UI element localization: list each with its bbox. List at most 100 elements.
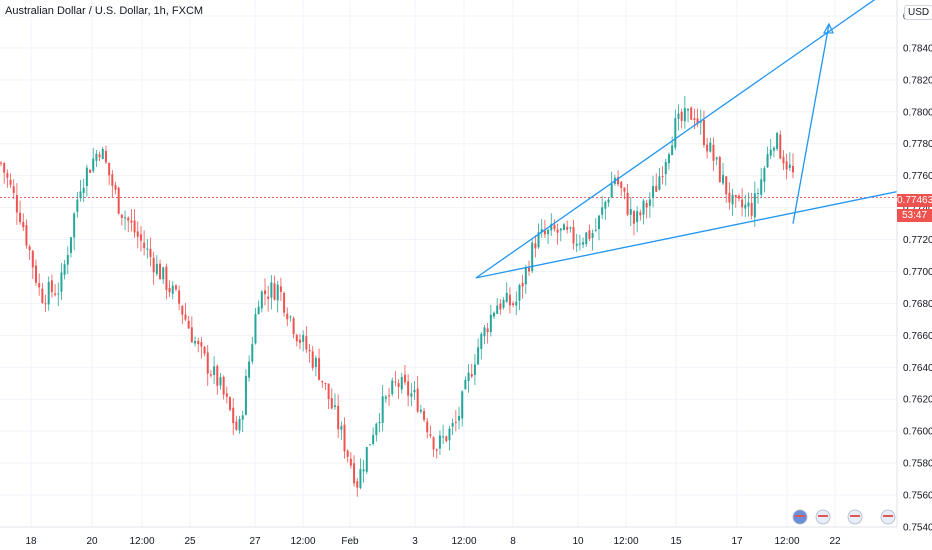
candle [639, 209, 642, 221]
trendlines-layer[interactable] [475, 0, 898, 279]
candle [779, 130, 782, 160]
candle-body [104, 150, 107, 163]
candle-body [159, 263, 162, 280]
candle-body [782, 156, 785, 164]
candle [438, 430, 441, 456]
economic-event-icon[interactable] [815, 509, 831, 525]
candle [712, 137, 715, 172]
price-axis[interactable]: 0.786000.784000.782000.780000.778000.776… [896, 0, 932, 534]
candle-body [324, 383, 327, 385]
candle [302, 330, 305, 352]
candle-body [149, 248, 152, 258]
candle [699, 109, 702, 135]
trendline-lower[interactable] [475, 190, 898, 279]
trendline-projection[interactable] [792, 23, 830, 224]
candle [597, 214, 600, 241]
candle [782, 150, 785, 171]
candle [753, 181, 756, 227]
candle-body [741, 199, 744, 208]
time-tick-label: 3 [412, 536, 418, 547]
candle-body [143, 242, 146, 249]
candle [168, 280, 171, 298]
candle [652, 175, 655, 208]
time-axis[interactable]: 18 20 12:00 25 27 12:00 Feb 3 12:00 8 10 12:00 15 17 1… [0, 526, 897, 547]
candle [419, 404, 422, 414]
candle-body [333, 405, 336, 407]
candle [139, 226, 142, 252]
candle [235, 415, 238, 431]
candle [706, 137, 709, 159]
candle [73, 212, 76, 251]
candle [372, 427, 375, 446]
candle-body [279, 286, 282, 292]
time-tick-label: 15 [670, 536, 682, 547]
candle-body [667, 154, 670, 164]
candle-body [346, 450, 349, 457]
candle-body [3, 163, 6, 173]
candle-body [289, 316, 292, 318]
candle [327, 383, 330, 410]
candle-body [562, 224, 565, 231]
candle-body [566, 226, 569, 230]
candle [410, 383, 413, 407]
candle-body [426, 421, 429, 433]
candle-body [680, 111, 683, 121]
candle-body [38, 283, 41, 288]
candle [667, 152, 670, 170]
candle [432, 436, 435, 457]
candle-body [620, 181, 623, 189]
economic-event-icon[interactable] [880, 509, 896, 525]
candle-body [292, 318, 295, 335]
candle [264, 278, 266, 306]
candle [403, 365, 406, 386]
economic-event-icon[interactable] [847, 509, 863, 525]
candle [671, 136, 674, 156]
candle [89, 168, 92, 174]
candle-body [610, 184, 613, 198]
candle-body [699, 121, 702, 123]
candle [155, 255, 158, 277]
candle [362, 459, 365, 483]
candle-body [238, 418, 241, 431]
candle-body [445, 436, 448, 442]
economic-event-icon[interactable] [792, 509, 808, 525]
candle [41, 282, 44, 305]
candle [683, 96, 686, 129]
event-badges[interactable] [792, 509, 896, 525]
candle [9, 173, 12, 188]
candle [276, 280, 279, 313]
candle [489, 304, 492, 337]
candle-body [171, 285, 174, 294]
candle [674, 109, 677, 151]
candle-body [28, 246, 31, 251]
candle-body [718, 157, 721, 183]
candle [200, 337, 203, 359]
candle-body [591, 233, 594, 238]
candle [206, 344, 209, 386]
candle-body [407, 381, 410, 396]
candle-body [734, 194, 737, 197]
candle-body [276, 284, 279, 301]
candle [44, 294, 47, 312]
candle-body [286, 313, 289, 320]
candle [524, 264, 527, 294]
candle [244, 369, 247, 416]
candle-body [744, 204, 747, 209]
candle [776, 131, 779, 151]
candle [76, 192, 79, 218]
candle [12, 179, 15, 200]
candle-body [534, 243, 537, 249]
candle [496, 298, 499, 315]
candle-body [572, 226, 575, 244]
currency-unit-button[interactable]: USD [904, 5, 932, 20]
candle [365, 446, 368, 475]
candle-body [232, 407, 235, 424]
candle [741, 188, 744, 217]
candle [728, 182, 731, 210]
